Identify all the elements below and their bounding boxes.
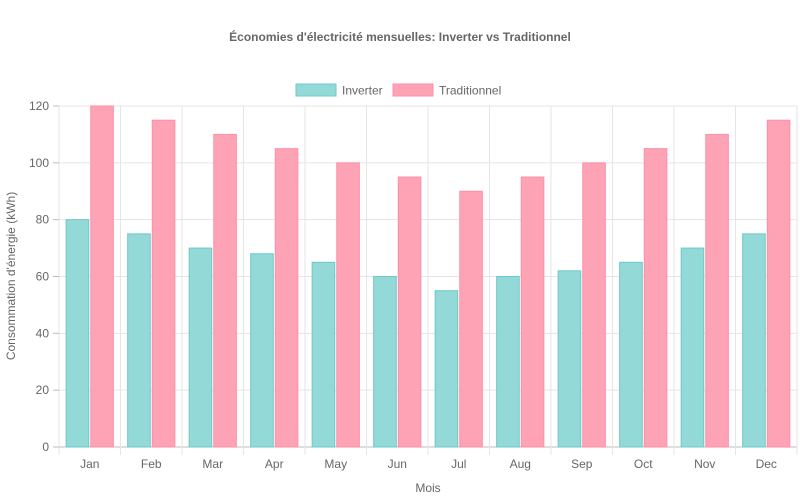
bar-inverter-may[interactable] bbox=[311, 261, 336, 448]
bar-traditionnel-jan[interactable] bbox=[90, 105, 114, 448]
y-tick-label: 0 bbox=[42, 440, 49, 454]
bar-inverter-sep[interactable] bbox=[557, 270, 582, 448]
x-tick-label: May bbox=[324, 457, 347, 471]
y-tick-label: 20 bbox=[36, 383, 50, 397]
x-tick-label: Jul bbox=[451, 457, 466, 471]
chart-title: Économies d'électricité mensuelles: Inve… bbox=[229, 29, 571, 44]
bar-traditionnel-feb[interactable] bbox=[151, 119, 176, 448]
bar-inverter-apr[interactable] bbox=[250, 253, 274, 448]
legend-label-inverter[interactable]: Inverter bbox=[342, 84, 383, 98]
bar-traditionnel-may[interactable] bbox=[336, 162, 360, 448]
y-tick-label: 60 bbox=[36, 270, 50, 284]
bar-inverter-jan[interactable] bbox=[65, 219, 90, 448]
x-tick-label: Feb bbox=[141, 457, 162, 471]
y-tick-label: 80 bbox=[36, 213, 50, 227]
bar-inverter-feb[interactable] bbox=[127, 233, 151, 448]
bar-traditionnel-mar[interactable] bbox=[213, 133, 237, 448]
bar-inverter-mar[interactable] bbox=[188, 247, 213, 448]
bar-traditionnel-sep[interactable] bbox=[582, 162, 606, 448]
bar-inverter-jun[interactable] bbox=[373, 276, 397, 448]
legend-label-traditionnel[interactable]: Traditionnel bbox=[439, 84, 501, 98]
bar-traditionnel-apr[interactable] bbox=[274, 148, 299, 448]
legend: Inverter Traditionnel bbox=[295, 83, 501, 98]
y-tick-label: 40 bbox=[36, 326, 50, 340]
bar-inverter-dec[interactable] bbox=[742, 233, 766, 448]
bar-traditionnel-aug[interactable] bbox=[520, 176, 545, 448]
x-tick-label: Aug bbox=[510, 457, 531, 471]
legend-swatch-inverter[interactable] bbox=[295, 83, 337, 97]
bar-inverter-jul[interactable] bbox=[434, 290, 459, 448]
x-tick-label: Nov bbox=[694, 457, 715, 471]
y-tick-label: 120 bbox=[29, 99, 49, 113]
bars bbox=[65, 105, 791, 448]
bar-traditionnel-oct[interactable] bbox=[643, 148, 668, 448]
y-axis-ticks: 0 20 40 60 80 100 120 bbox=[29, 99, 59, 454]
x-axis-title: Mois bbox=[415, 481, 440, 495]
x-tick-label: Jun bbox=[388, 457, 407, 471]
bar-inverter-nov[interactable] bbox=[680, 247, 705, 448]
bar-traditionnel-jun[interactable] bbox=[397, 176, 422, 448]
bar-inverter-aug[interactable] bbox=[496, 276, 520, 448]
x-tick-label: Apr bbox=[265, 457, 284, 471]
y-tick-label: 100 bbox=[29, 156, 49, 170]
gridlines bbox=[58, 105, 798, 455]
bar-traditionnel-dec[interactable] bbox=[766, 119, 791, 448]
bar-traditionnel-jul[interactable] bbox=[459, 190, 483, 448]
x-tick-label: Dec bbox=[756, 457, 777, 471]
bar-inverter-oct[interactable] bbox=[619, 261, 643, 448]
x-tick-label: Sep bbox=[571, 457, 593, 471]
y-axis-title: Consommation d'énergie (kWh) bbox=[4, 192, 18, 360]
x-tick-label: Jan bbox=[80, 457, 99, 471]
x-axis-ticks: Jan Feb Mar Apr May Jun Jul Aug Sep Oct Nov Dec bbox=[80, 457, 777, 471]
bar-traditionnel-nov[interactable] bbox=[705, 133, 729, 448]
x-tick-label: Mar bbox=[202, 457, 223, 471]
x-tick-label: Oct bbox=[634, 457, 653, 471]
legend-swatch-traditionnel[interactable] bbox=[392, 83, 434, 97]
